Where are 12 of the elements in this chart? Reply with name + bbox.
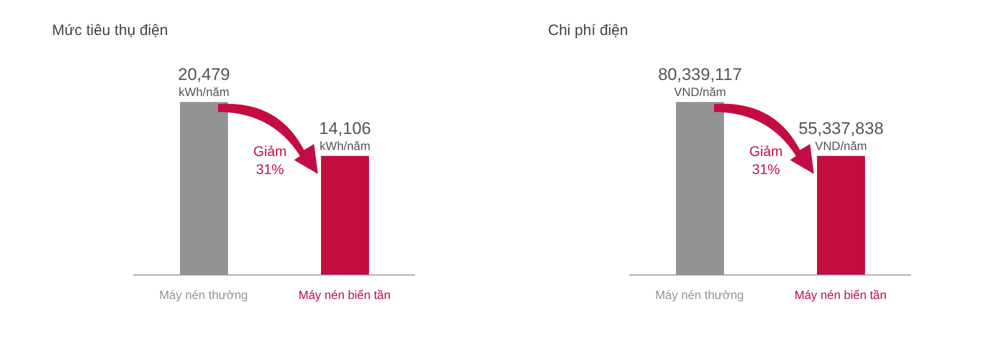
annotation: Giảm 31%: [748, 142, 784, 178]
data-label: 20,479 kWh/năm: [178, 65, 230, 99]
data-label: 80,339,117 VND/năm: [658, 65, 742, 99]
chart-title: Mức tiêu thụ điện: [51, 21, 169, 41]
x-tick-label: Máy nén thường: [159, 288, 248, 302]
data-label: 55,337,838 VND/năm: [798, 118, 884, 153]
chart-title: Chi phí điện: [547, 21, 630, 41]
data-label: 14,106 kWh/năm: [319, 118, 371, 153]
x-tick-label: Máy nén biến tần: [794, 288, 887, 302]
x-tick-label: Máy nén biến tần: [298, 288, 391, 302]
annotation: Giảm 31%: [252, 142, 288, 178]
x-tick-label: Máy nén thường: [655, 288, 744, 302]
